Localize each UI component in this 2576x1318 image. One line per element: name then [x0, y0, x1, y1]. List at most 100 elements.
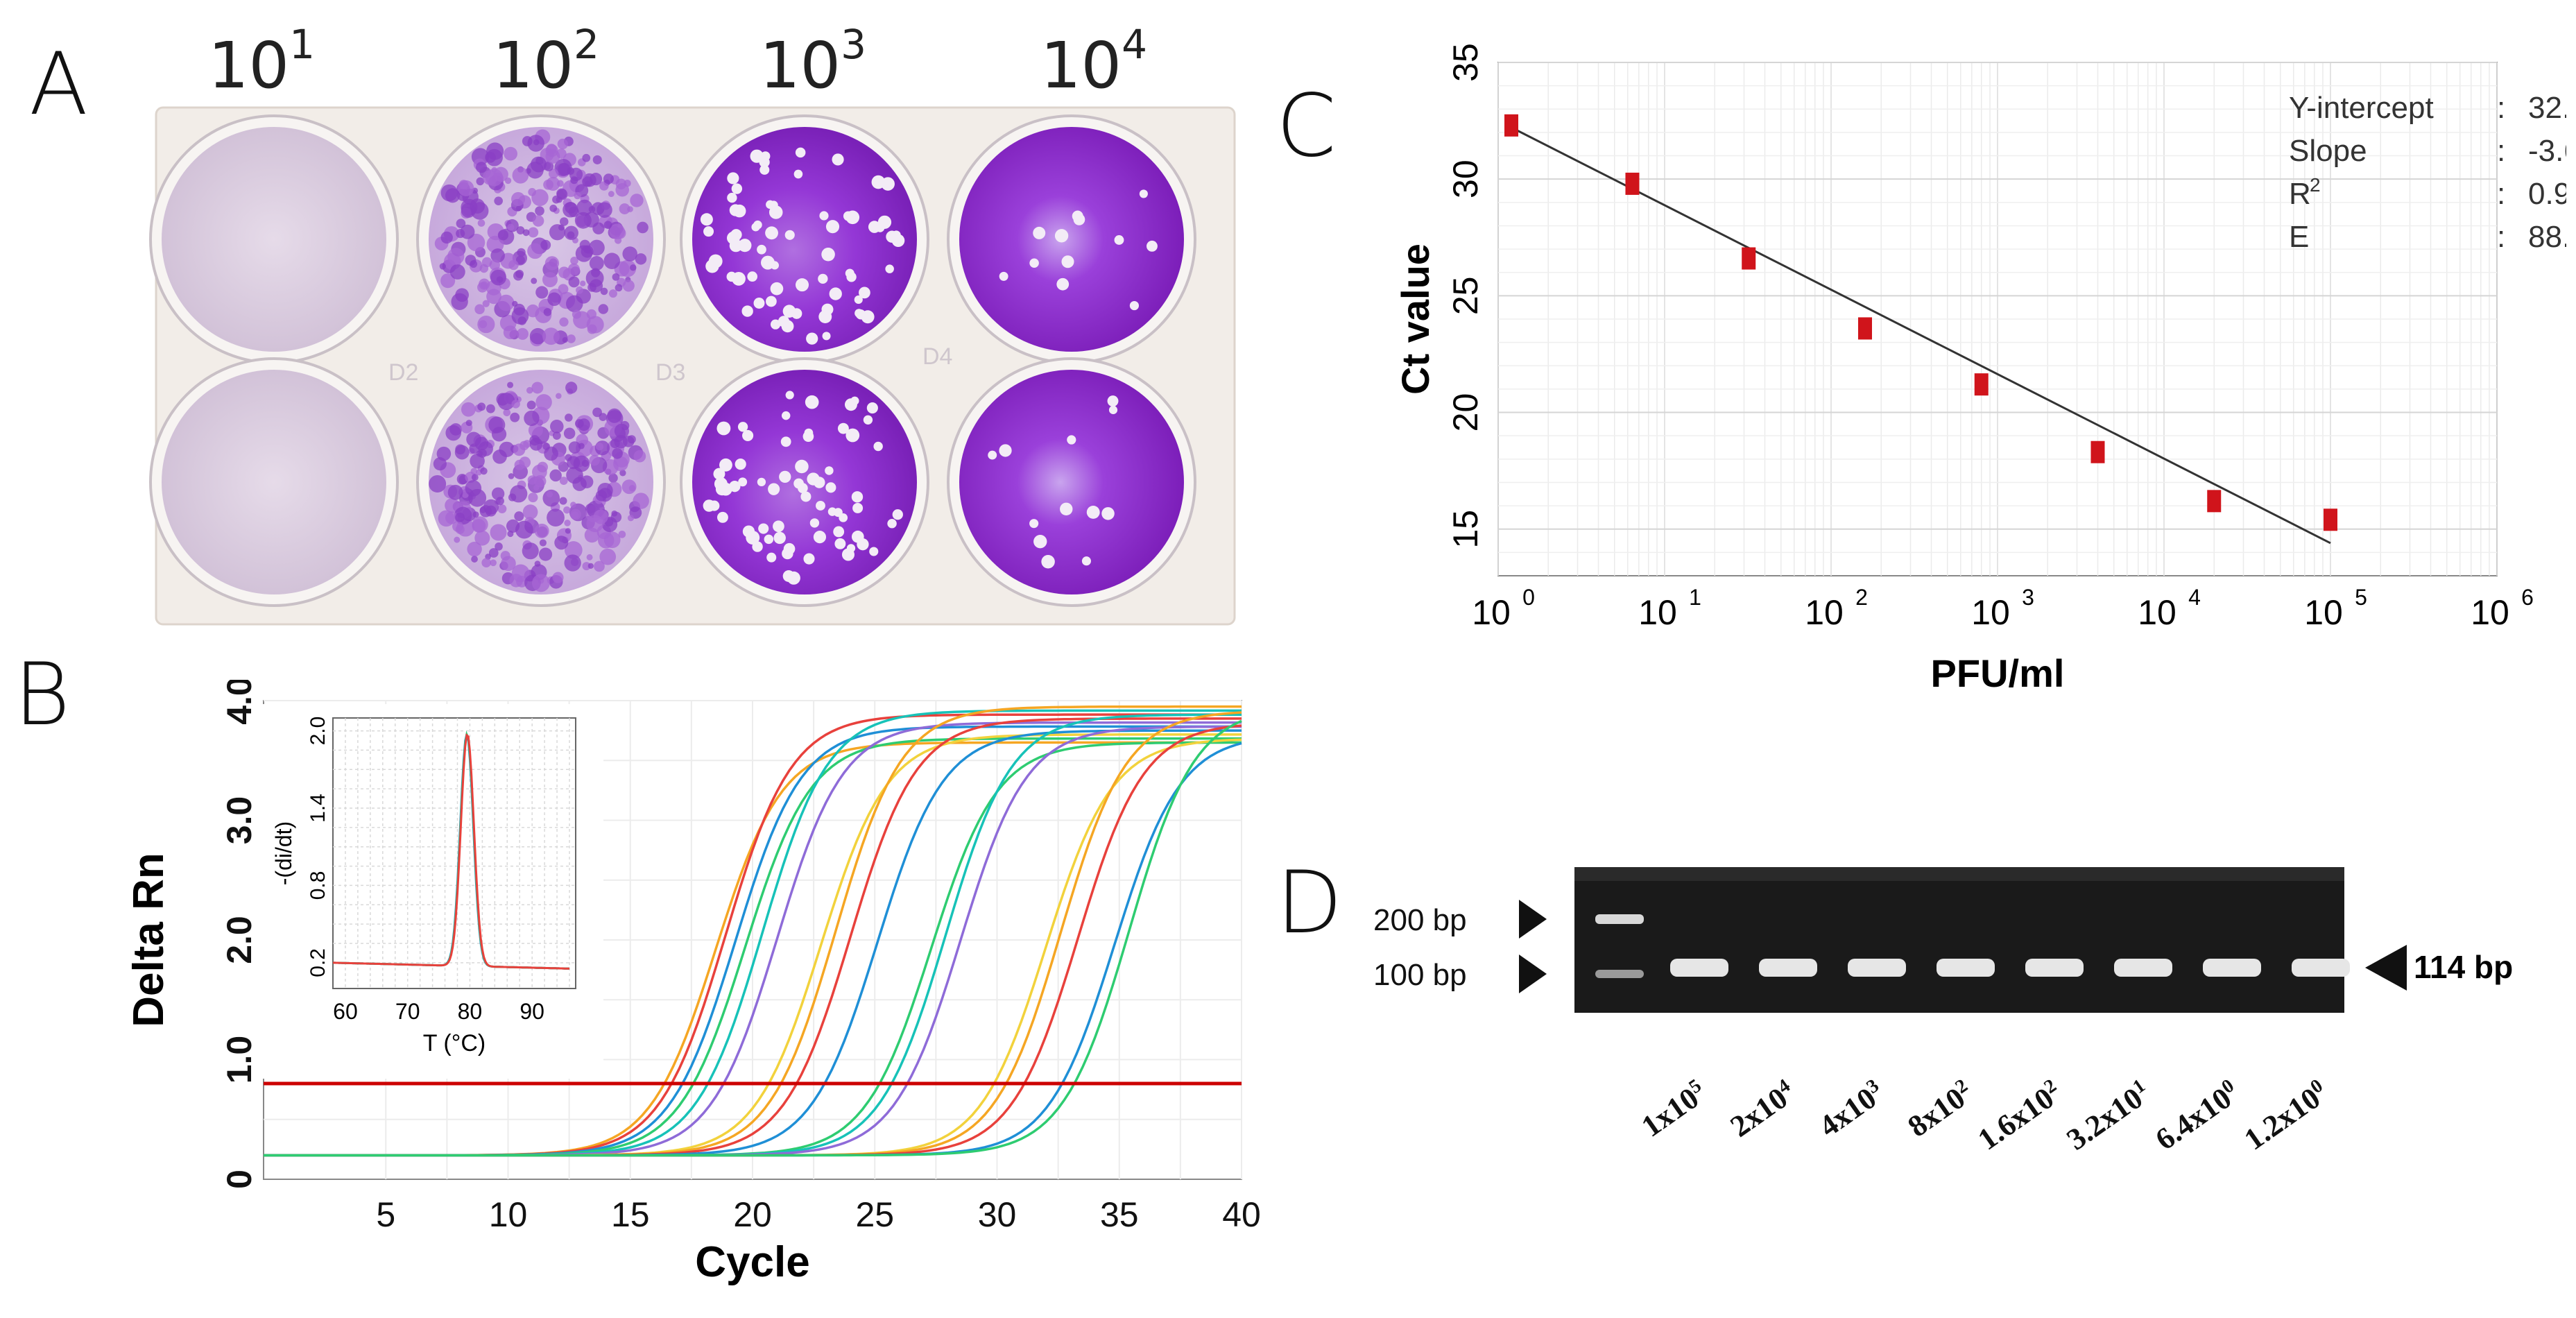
- stain-patch: [633, 450, 646, 463]
- stain-patch: [529, 327, 547, 345]
- y-tick-label: 35: [1446, 43, 1485, 82]
- panel-b-amplification-plot: 5 10 15 20 25 30 35 40 0 1.0 2.0 3.0 4.0 Cycle Delta R…: [125, 680, 1262, 1318]
- stain-patch: [556, 148, 567, 159]
- well-1-3: [692, 127, 917, 352]
- stain-patch: [471, 556, 478, 563]
- stain-patch: [449, 264, 465, 280]
- stain-patch: [574, 191, 581, 200]
- plaque: [845, 428, 860, 443]
- sample-band: [1759, 959, 1817, 977]
- plaque: [821, 303, 834, 316]
- stain-patch: [477, 219, 486, 227]
- x-tick-label: 10: [2304, 593, 2343, 632]
- y-tick-label: 20: [1446, 393, 1485, 432]
- plaque: [795, 459, 809, 474]
- stain-patch: [497, 393, 515, 411]
- plaque: [819, 211, 829, 221]
- stain-patch: [633, 493, 649, 509]
- y-tick-label: 30: [1446, 160, 1485, 198]
- gel-wells: [1574, 867, 2344, 881]
- stain-patch: [556, 180, 564, 187]
- stain-patch: [542, 272, 558, 288]
- stain-patch: [615, 182, 629, 197]
- stain-patch: [576, 286, 583, 294]
- stain-patch: [576, 199, 593, 216]
- plaque: [795, 278, 809, 292]
- stain-patch: [582, 153, 591, 162]
- stain-patch: [507, 530, 514, 538]
- plaque: [855, 309, 866, 320]
- panel-label-b: B: [14, 645, 71, 745]
- data-point: [1742, 247, 1756, 270]
- dilution-label-1: 101: [208, 21, 315, 103]
- plaque: [770, 282, 784, 296]
- stain-patch: [542, 443, 551, 450]
- stain-patch: [447, 248, 465, 265]
- plaque: [1029, 519, 1039, 529]
- stain-patch: [562, 337, 568, 343]
- plaque: [719, 458, 732, 472]
- stain-patch: [587, 563, 594, 569]
- plaque: [713, 468, 725, 480]
- plaque: [735, 458, 746, 470]
- amplification-chart: 5 10 15 20 25 30 35 40 0 1.0 2.0 3.0 4.0 Cycle Delta R…: [125, 680, 1261, 1286]
- x-tick-exponent: 3: [2022, 585, 2034, 610]
- data-point: [2207, 490, 2222, 513]
- stain-patch: [440, 273, 456, 289]
- plaque: [1067, 435, 1076, 445]
- stain-patch: [542, 327, 560, 345]
- plaque: [1081, 556, 1091, 566]
- stain-patch: [433, 457, 447, 471]
- stain-patch: [486, 142, 504, 160]
- stain-patch: [517, 248, 526, 257]
- stain-patch: [556, 188, 567, 200]
- stain-patch: [529, 435, 540, 446]
- plaque: [843, 211, 854, 221]
- plaque: [999, 271, 1008, 281]
- x-axis-label: PFU/ml: [1931, 651, 2065, 695]
- x-tick-label: 10: [1971, 593, 2010, 632]
- plaque: [751, 223, 760, 232]
- sample-band: [2203, 959, 2261, 977]
- stain-patch: [504, 146, 518, 161]
- plaque: [1056, 277, 1070, 291]
- sample-band: [2114, 959, 2172, 977]
- stain-patch: [603, 253, 621, 269]
- plaque: [821, 248, 835, 262]
- standard-curve-chart: 10 0 10 1 10 2 10 3 10 4 10 5 10 6 15 20 25 30 35 PFU/ml Ct …: [1393, 43, 2566, 695]
- stain-patch: [539, 539, 547, 547]
- plaque: [782, 547, 793, 560]
- plaque: [760, 151, 771, 161]
- stat-label: Y-intercept: [2289, 91, 2434, 125]
- plaque: [829, 287, 842, 300]
- ladder-band-100: [1595, 970, 1644, 978]
- plaque: [1061, 255, 1074, 268]
- stain-patch: [471, 474, 479, 481]
- plaque: [866, 402, 878, 414]
- stain-patch: [493, 166, 508, 182]
- y-tick-label: 25: [1446, 277, 1485, 316]
- y-tick-label: 1.0: [220, 1036, 259, 1084]
- stain-patch: [535, 286, 549, 299]
- plaque: [805, 395, 819, 409]
- inset-plot-area: [332, 717, 576, 989]
- inset-y-tick-label: 0.8: [307, 871, 329, 900]
- plaque: [770, 319, 781, 330]
- x-tick-label: 40: [1222, 1195, 1261, 1234]
- stain-patch: [495, 497, 504, 506]
- stain-patch: [465, 480, 482, 497]
- plaque: [1073, 214, 1085, 225]
- stat-value: 88.9%: [2528, 220, 2566, 254]
- dilution-label-4: 104: [1040, 21, 1147, 103]
- stain-patch: [546, 491, 553, 498]
- plaque: [785, 391, 794, 400]
- stat-label: E: [2289, 220, 2309, 254]
- stain-patch: [472, 511, 479, 518]
- plaque: [738, 239, 752, 253]
- plaque: [804, 428, 814, 438]
- stain-patch: [461, 402, 476, 417]
- stain-patch: [516, 226, 525, 234]
- stain-patch: [565, 528, 572, 534]
- stain-patch: [622, 280, 635, 292]
- stain-patch: [532, 464, 547, 480]
